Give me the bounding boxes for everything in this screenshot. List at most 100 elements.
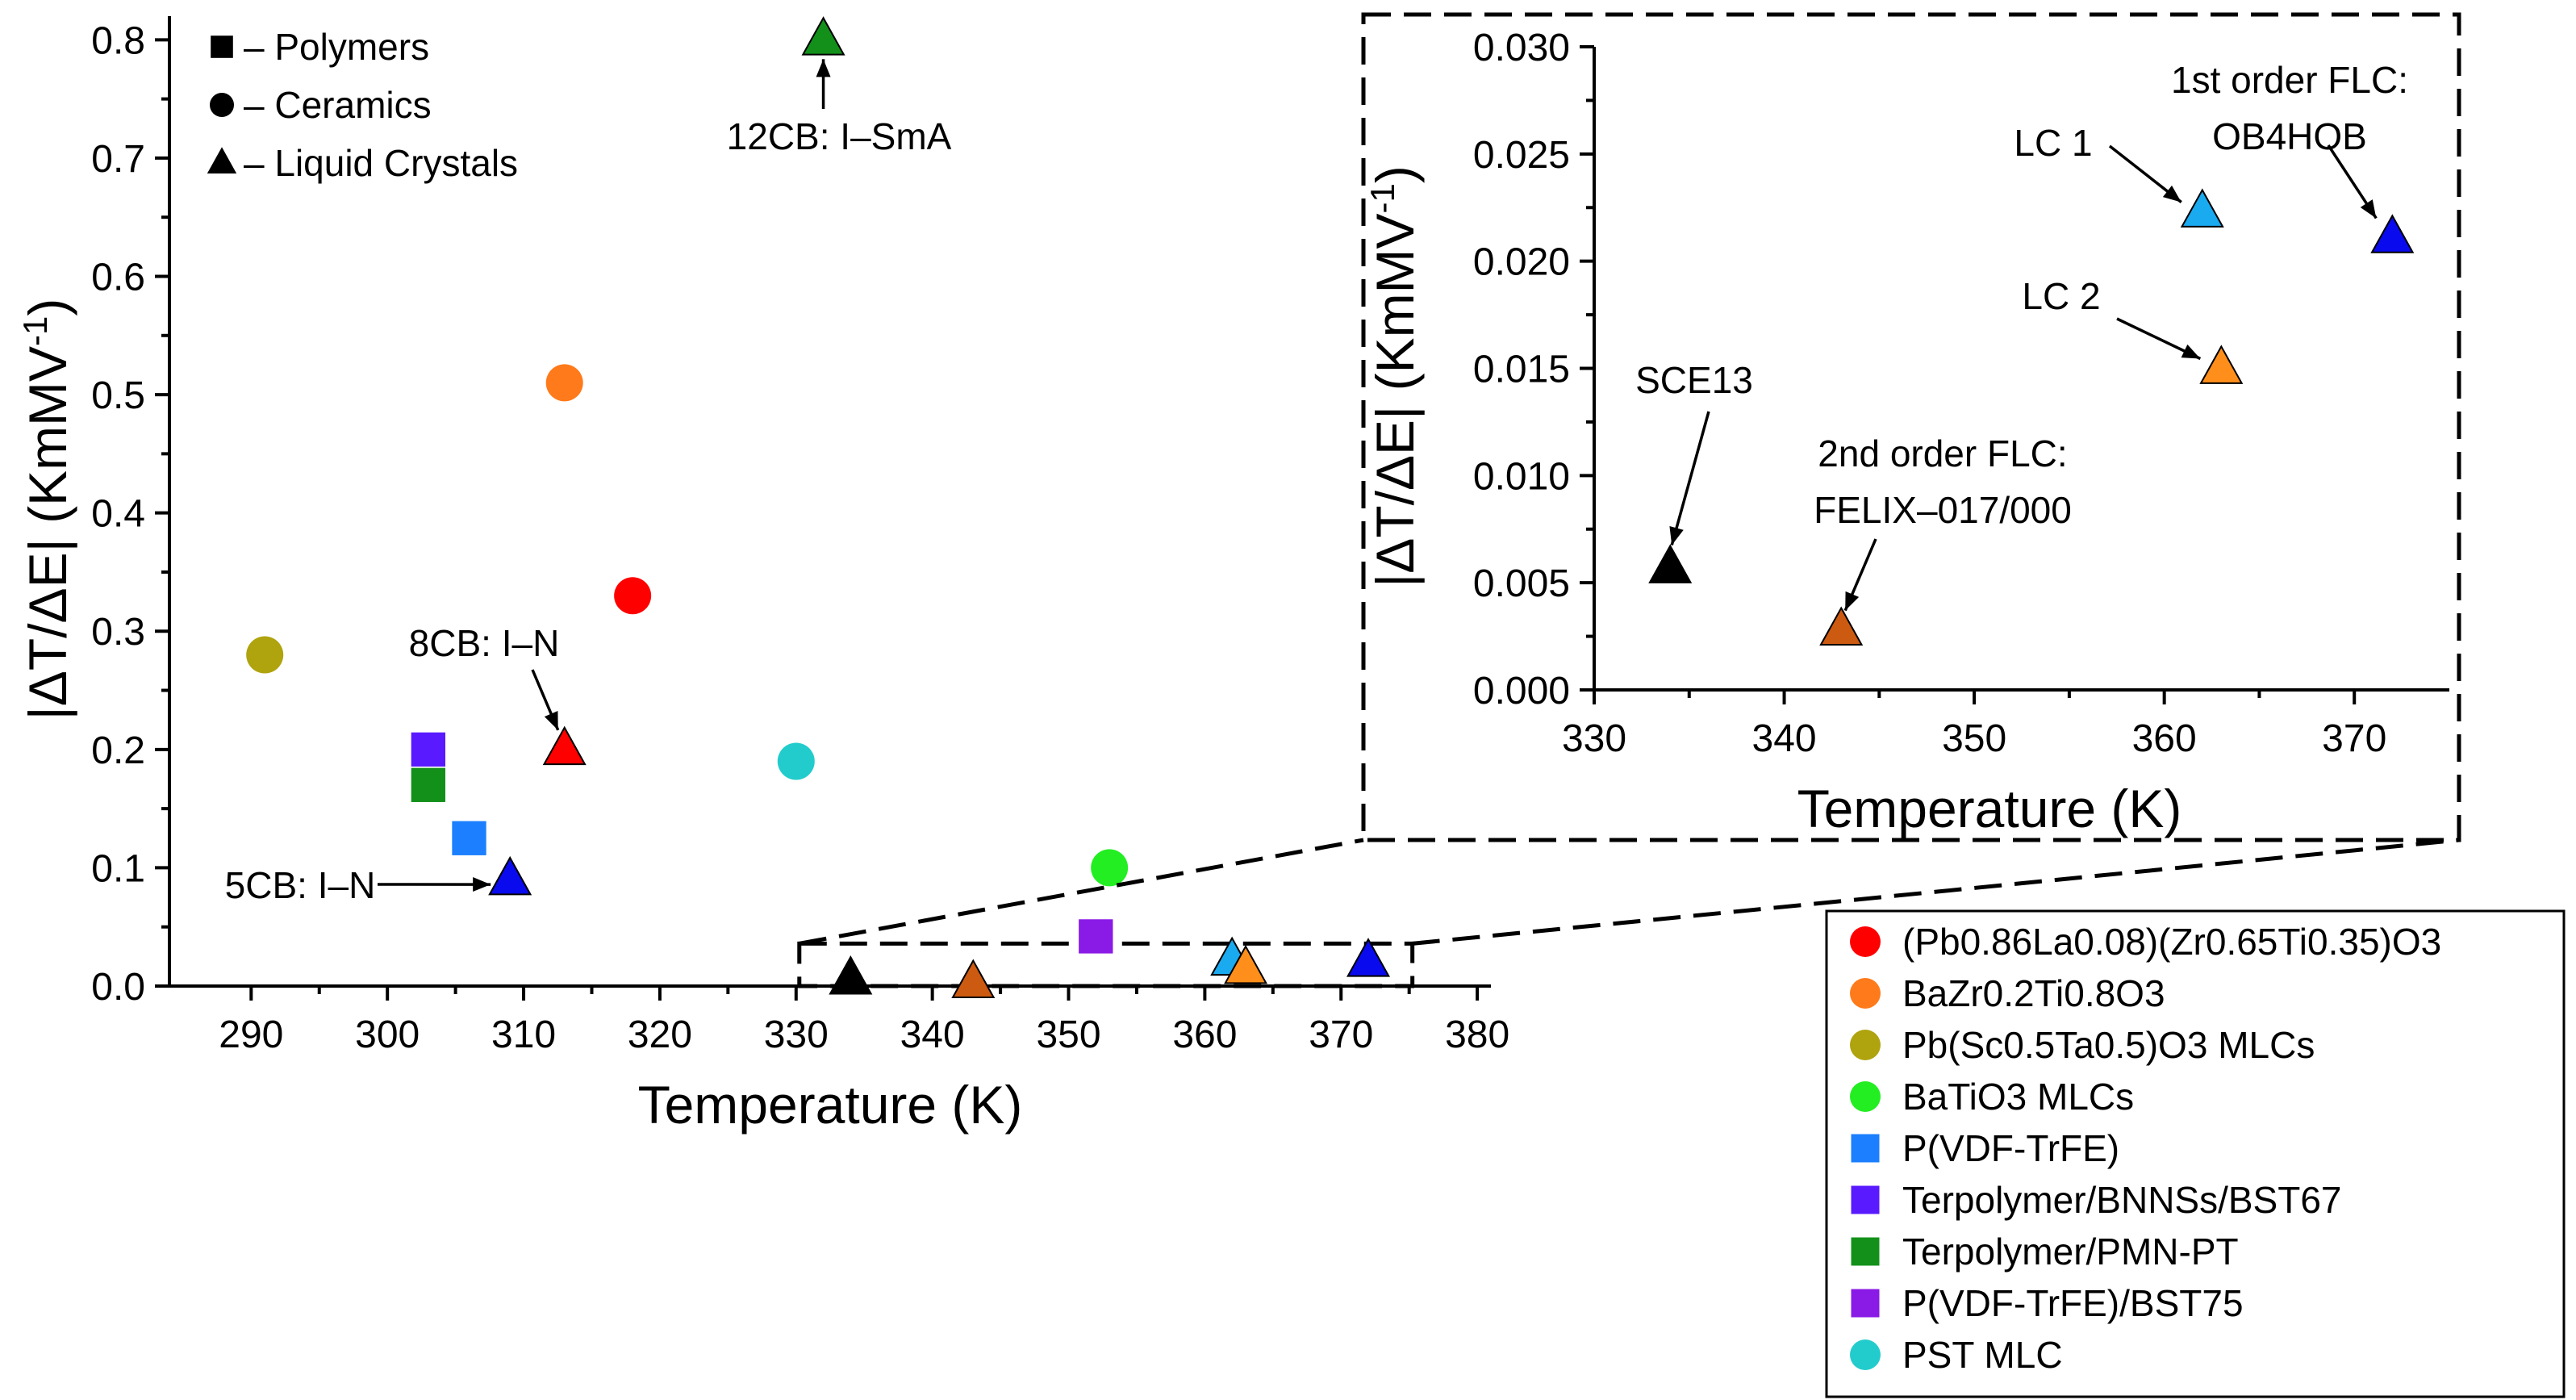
main-y-tick-label: 0.8 [91,19,145,62]
main-data-point-triangle [1346,938,1391,977]
inset-y-tick-label: 0.015 [1473,349,1570,391]
inset-x-tick-label: 330 [1562,717,1626,760]
main-data-point-square [1079,919,1113,954]
main-y-tick-label: 0.1 [91,847,145,890]
main-data-point-triangle [488,855,532,896]
main-data-point-triangle [542,725,587,766]
annotation-lc1-arrow [2108,144,2182,203]
annotation-lc2-label: LC 2 [2022,275,2100,317]
zoom-connector-left [799,838,1364,946]
main-data-point-square [452,821,486,855]
annotation-sce13-arrow-line [1670,411,1710,546]
annotation-sce13-arrow [1669,411,1710,546]
main-y-tick-label: 0.5 [91,374,145,417]
main-x-tick-label: 320 [628,1013,692,1056]
shape-key-circle-icon [210,93,234,117]
annotation-5cb-label: 5CB: I–N [225,864,376,906]
main-data-point-triangle [951,959,996,998]
legend-square-icon [1851,1289,1880,1318]
main-data-point-square [411,732,446,767]
main-y-tick-label: 0.7 [91,138,145,181]
annotation-12cb-label: 12CB: I–SmA [727,115,952,157]
legend-square-icon [1851,1185,1880,1214]
annotation-lc2-arrow-head [2181,344,2201,359]
inset-y-axis-title: |ΔT/ΔE| (KmMV-1) [1363,165,1425,587]
annotation-8cb-arrow [531,669,560,731]
legend-entry-label: BaTiO3 MLCs [1902,1076,2134,1118]
main-x-tick-label: 360 [1172,1013,1237,1056]
main-data-point-circle [246,636,284,674]
legend-entry-label: P(VDF-TrFE) [1902,1127,2119,1169]
main-data-point-square [411,767,446,802]
legend-entry-label: (Pb0.86La0.08)(Zr0.65Ti0.35)O3 [1902,921,2441,963]
legend-circle-icon [1850,1339,1881,1370]
legend-circle-icon [1850,978,1881,1009]
annotation-8cb-arrow-head [544,711,558,730]
shape-key-triangle-icon [207,147,237,173]
main-y-tick-label: 0.2 [91,729,145,772]
inset-y-tick-label: 0.010 [1473,455,1570,498]
main-x-axis-title: Temperature (K) [638,1075,1023,1135]
annotation-8cb-label: 8CB: I–N [409,622,560,664]
inset-data-point-triangle [2180,188,2224,228]
inset-y-tick-label: 0.005 [1473,562,1570,605]
annotation-lc2-arrow [2116,317,2202,361]
main-data-point-triangle [829,955,873,995]
annotation-sce13-label: SCE13 [1635,359,1753,401]
annotation-12cb-arrow-head [816,59,831,77]
main-data-point-triangle [1224,944,1268,984]
annotation-12cb-arrow [816,59,831,109]
main-x-tick-label: 330 [764,1013,829,1056]
inset-data-point-triangle [1819,606,1864,646]
legend-entry-label: P(VDF-TrFE)/BST75 [1902,1282,2244,1324]
legend-square-icon [1851,1237,1880,1266]
annotation-lc1-label: LC 1 [2014,122,2092,164]
inset-data-point-triangle [2370,214,2415,253]
inset-frame [1361,12,2461,842]
annotation-lc1-arrow-head [2162,185,2181,203]
main-data-point-circle [545,364,583,402]
inset-y-tick-label: 0.020 [1473,241,1570,284]
main-y-tick-label: 0.3 [91,611,145,654]
legend-entry-label: PST MLC [1902,1334,2063,1376]
legend-circle-icon [1850,926,1881,957]
main-y-tick-label: 0.0 [91,966,145,1009]
annotation-felix-label: 2nd order FLC: [1818,433,2067,474]
annotation-ob4hob-arrow-head [2360,199,2377,219]
annotation-felix-label: FELIX–017/000 [1814,489,2072,531]
main-x-tick-label: 300 [355,1013,420,1056]
inset-y-tick-label: 0.025 [1473,134,1570,177]
legend-entry-label: BaZr0.2Ti0.8O3 [1902,972,2165,1014]
shape-key-label: – Liquid Crystals [244,142,518,184]
shape-key-square-icon [211,36,233,58]
main-x-tick-label: 380 [1445,1013,1509,1056]
legend-entry-label: Terpolymer/BNNSs/BST67 [1902,1179,2342,1221]
annotation-felix-arrow-head [1845,591,1860,611]
legend-circle-icon [1850,1030,1881,1060]
main-data-point-circle [614,577,652,615]
legend-box [1825,909,2566,1398]
annotation-ob4hob-arrow [2327,144,2378,219]
legend-entry-label: Pb(Sc0.5Ta0.5)O3 MLCs [1902,1024,2315,1066]
main-y-axis-title: |ΔT/ΔE| (KmMV-1) [16,299,77,721]
inset-y-tick-label: 0.000 [1473,670,1570,713]
main-x-tick-label: 350 [1036,1013,1100,1056]
main-data-point-circle [777,742,815,780]
annotation-ob4hob-label: OB4HOB [2212,115,2367,157]
inset-x-tick-label: 350 [1942,717,2006,760]
legend-entry-label: Terpolymer/PMN-PT [1902,1231,2239,1273]
main-x-tick-label: 340 [900,1013,965,1056]
annotation-felix-arrow [1843,538,1877,612]
main-x-tick-label: 290 [219,1013,283,1056]
main-y-tick-label: 0.6 [91,256,145,299]
inset-data-point-triangle [2199,345,2244,384]
main-x-tick-label: 310 [491,1013,556,1056]
inset-x-tick-label: 360 [2132,717,2197,760]
inset-x-tick-label: 340 [1752,717,1817,760]
annotation-sce13-arrow-head [1669,525,1684,545]
main-y-tick-label: 0.4 [91,493,145,536]
inset-x-axis-title: Temperature (K) [1797,779,2182,838]
annotation-5cb-arrow-head [473,877,491,892]
